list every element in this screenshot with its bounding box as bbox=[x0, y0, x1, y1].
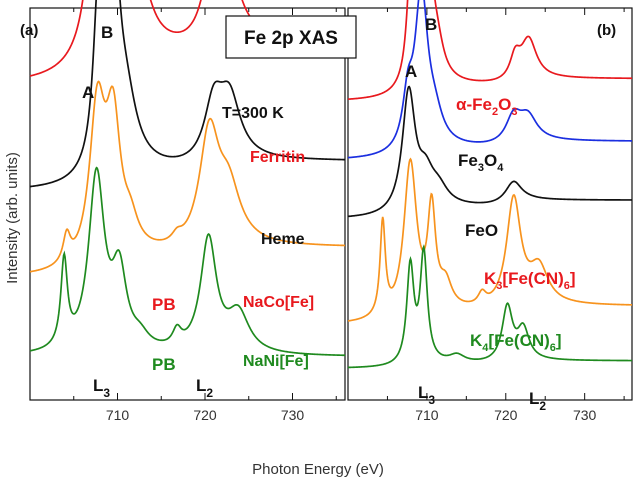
edge-l2-label-left: L2 bbox=[196, 376, 213, 400]
series-label-fe2o3: α-Fe2O3 bbox=[456, 95, 517, 118]
x-axis-title: Photon Energy (eV) bbox=[252, 461, 384, 478]
x-tick-label-0-2: 730 bbox=[281, 407, 305, 423]
series-line-0-3 bbox=[29, 166, 346, 357]
panel-frame-1 bbox=[347, 7, 633, 401]
edge-l3-label-left: L3 bbox=[93, 376, 110, 400]
series-label-k3: K3[Fe(CN)6] bbox=[484, 269, 576, 292]
x-tick-label-1-2: 730 bbox=[573, 407, 597, 423]
edge-l2-label-right: L2 bbox=[529, 389, 546, 413]
series-line-1-2 bbox=[347, 85, 632, 218]
series-line-1-4 bbox=[347, 244, 633, 369]
series-label-ferritin: Ferritin bbox=[250, 149, 305, 166]
series-label-k4: K4[Fe(CN)6] bbox=[470, 331, 562, 354]
axis-ticks: 710 720 730 710 720 730 bbox=[73, 8, 625, 423]
series-label-heme: Heme bbox=[261, 231, 305, 248]
pb-label-1: PB bbox=[152, 295, 176, 314]
series-line-1-3 bbox=[347, 157, 633, 322]
peak-a-label-right: A bbox=[405, 62, 417, 81]
series-label-feo: FeO bbox=[465, 221, 498, 240]
temperature-label: T=300 K bbox=[222, 105, 284, 122]
peak-a-label-left: A bbox=[82, 83, 94, 102]
plot-frames bbox=[29, 7, 633, 401]
series-label-naco: NaCo[Fe] bbox=[243, 294, 314, 311]
edge-l3-label-right: L3 bbox=[418, 383, 435, 407]
panel-frame-0 bbox=[29, 7, 346, 401]
x-tick-label-0-0: 710 bbox=[106, 407, 130, 423]
x-tick-label-1-1: 720 bbox=[494, 407, 518, 423]
series-line-1-1 bbox=[347, 0, 632, 159]
x-tick-label-0-1: 720 bbox=[193, 407, 217, 423]
series-line-0-2 bbox=[29, 80, 346, 273]
series-line-0-1 bbox=[29, 0, 346, 188]
series-label-fe3o4: Fe3O4 bbox=[458, 151, 504, 174]
y-axis-title: Intensity (arb. units) bbox=[4, 152, 21, 284]
pb-label-2: PB bbox=[152, 355, 176, 374]
x-tick-label-1-0: 710 bbox=[415, 407, 439, 423]
peak-b-label-left: B bbox=[101, 23, 113, 42]
panel-b-label: (b) bbox=[597, 22, 616, 39]
peak-b-label-right: B bbox=[425, 15, 437, 34]
title-box bbox=[225, 15, 357, 59]
panel-a-label: (a) bbox=[20, 22, 38, 39]
series-label-nani: NaNi[Fe] bbox=[243, 353, 309, 370]
figure-title: Fe 2p XAS bbox=[244, 28, 338, 49]
series-line-1-0 bbox=[347, 0, 633, 101]
spectra-curves bbox=[29, 0, 633, 369]
